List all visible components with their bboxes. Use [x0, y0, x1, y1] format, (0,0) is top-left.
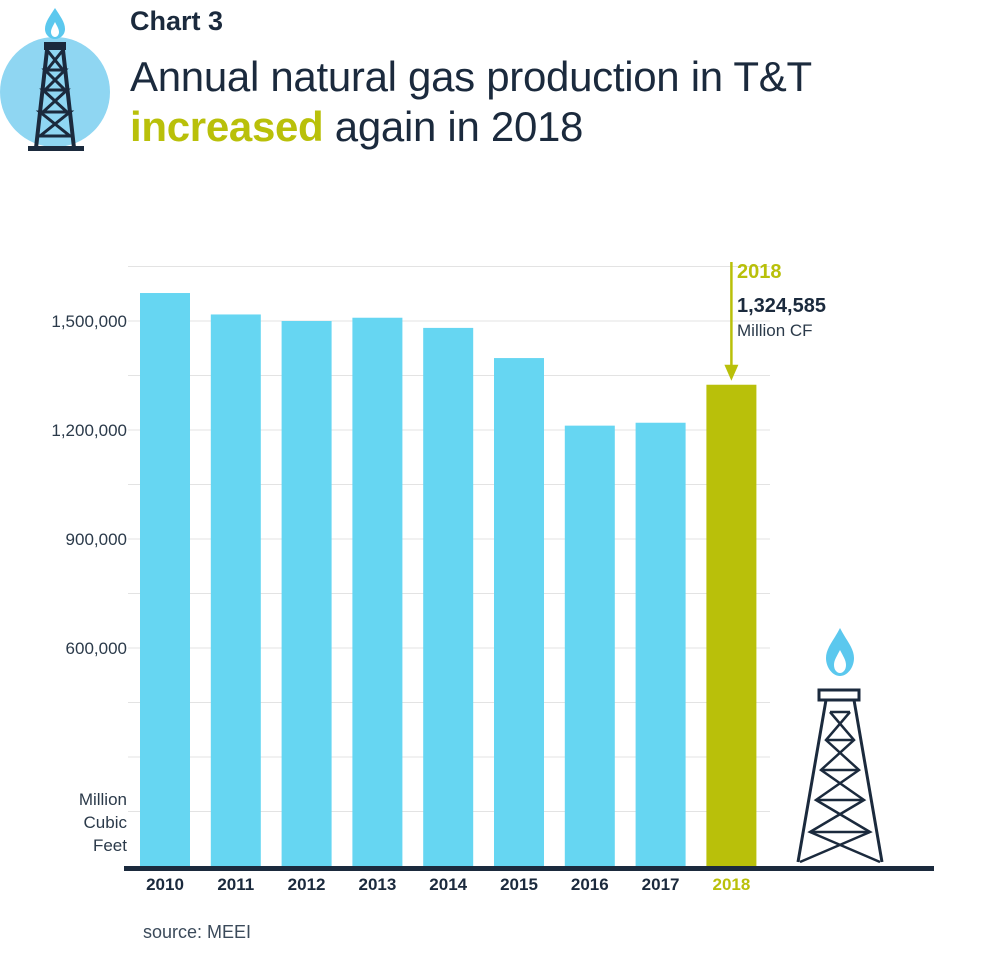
- x-tick-label: 2016: [571, 875, 609, 894]
- annotation-arrow-head: [724, 364, 739, 381]
- title-line-1: Annual natural gas production in T&T: [130, 53, 812, 100]
- decor-derrick: [796, 628, 884, 864]
- y-tick-label: 1,200,000: [51, 421, 127, 440]
- bar-2011: [210, 314, 261, 867]
- y-axis-unit: Million Cubic Feet: [79, 790, 128, 855]
- x-tick-label: 2012: [288, 875, 326, 894]
- y-tick-label: 1,500,000: [51, 312, 127, 331]
- x-tick-label: 2015: [500, 875, 538, 894]
- chart-title: Annual natural gas production in T&T inc…: [130, 52, 812, 152]
- bar-2014: [423, 327, 474, 866]
- y-unit-label: Million: [79, 790, 127, 809]
- bar-2010: [140, 293, 190, 867]
- x-tick-label: 2018: [712, 875, 750, 894]
- bar-2017: [635, 422, 686, 866]
- x-tick-label: 2017: [642, 875, 680, 894]
- bar-2018: [706, 384, 757, 866]
- gas-derrick-icon: [0, 8, 110, 151]
- y-tick-label: 900,000: [66, 530, 127, 549]
- y-unit-label: Feet: [93, 836, 127, 855]
- title-rest: again in 2018: [323, 103, 584, 150]
- bars: [124, 293, 934, 871]
- bar-2012: [281, 321, 332, 866]
- x-tick-label: 2010: [146, 875, 184, 894]
- x-tick-label: 2013: [358, 875, 396, 894]
- x-tick-label: 2011: [217, 875, 254, 894]
- y-unit-label: Cubic: [84, 813, 128, 832]
- annotation-value: 1,324,585: [737, 295, 826, 317]
- title-accent: increased: [130, 103, 324, 150]
- x-tick-labels: 2010 2011 2012 2013 2014 2015 2016 2017 2018: [146, 875, 750, 894]
- source-note: source: MEEI: [143, 922, 252, 942]
- annotation-unit: Million CF: [737, 321, 813, 340]
- x-tick-label: 2014: [429, 875, 467, 894]
- bar-2015: [494, 358, 544, 866]
- annotation-year: 2018: [737, 261, 782, 283]
- highlight-annotation: 2018 1,324,585 Million CF: [724, 261, 826, 381]
- chart-label: Chart 3: [130, 6, 224, 36]
- bar-2016: [564, 425, 615, 866]
- bar-2013: [352, 317, 403, 867]
- y-tick-label: 600,000: [66, 639, 127, 658]
- x-axis-line: [124, 866, 934, 871]
- y-tick-labels: 600,000 900,000 1,200,000 1,500,000: [51, 312, 127, 658]
